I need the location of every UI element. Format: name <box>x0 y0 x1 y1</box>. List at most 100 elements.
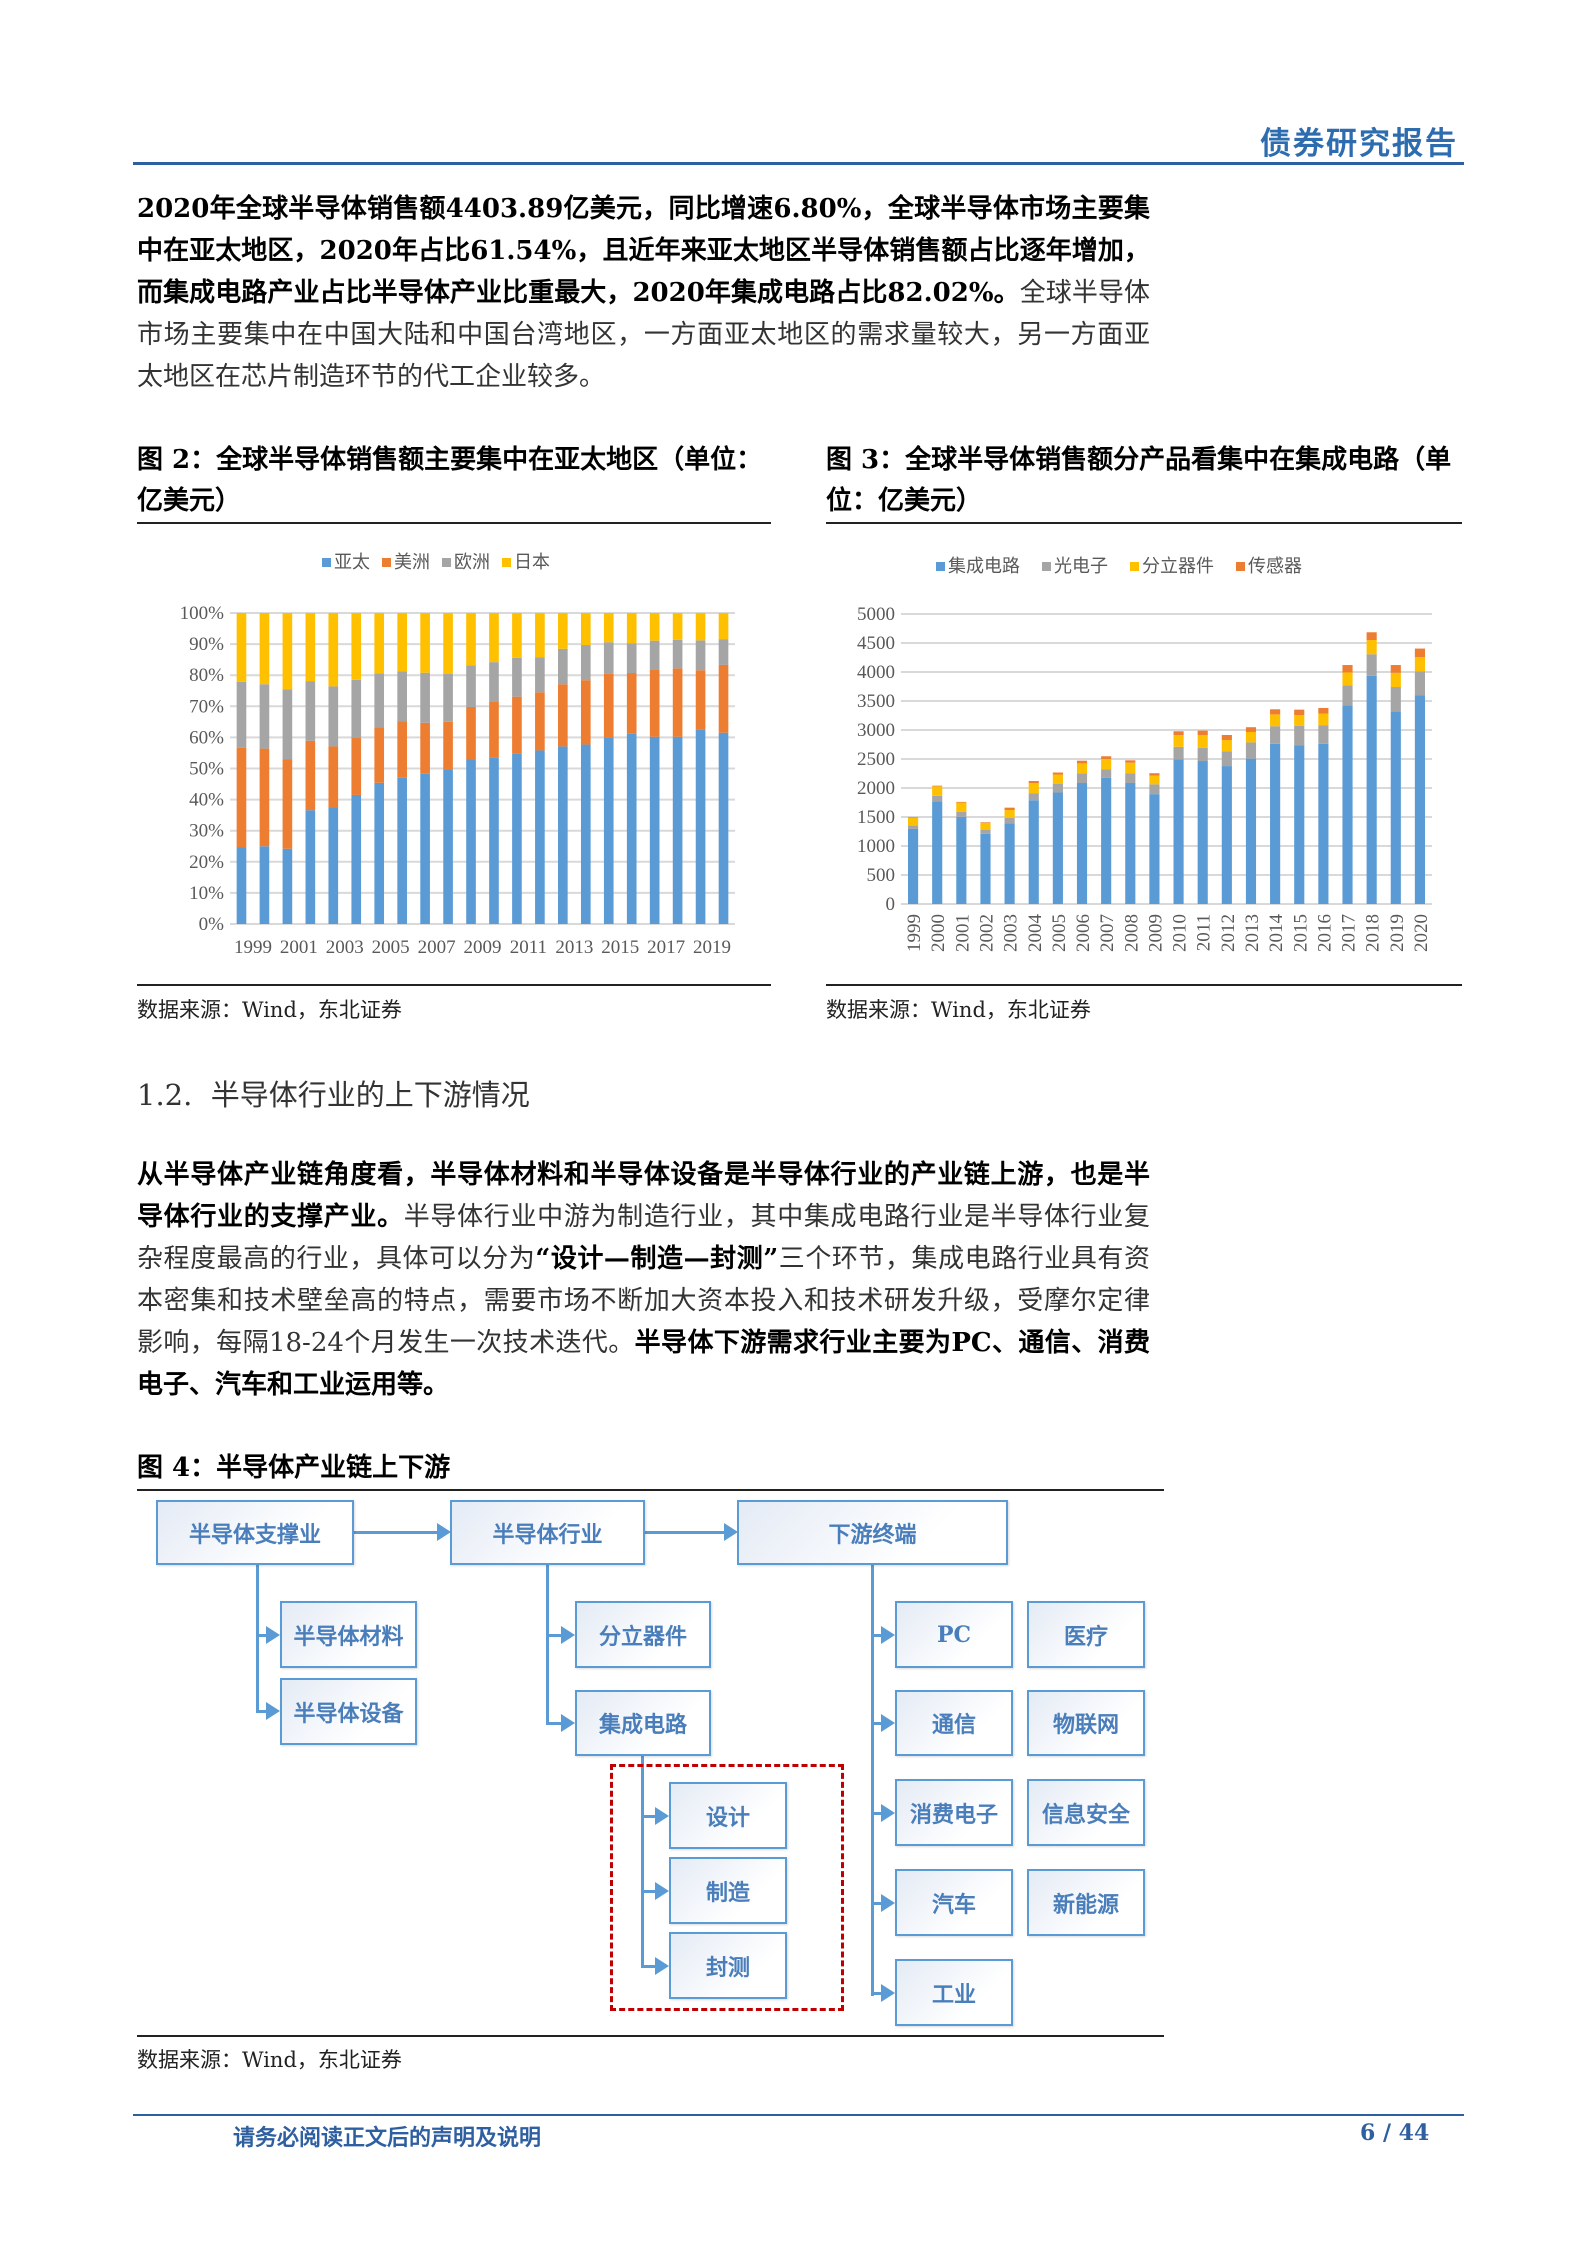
bar-segment <box>1125 760 1136 763</box>
bar-segment <box>980 822 991 830</box>
legend-swatch <box>382 558 391 567</box>
bar-segment <box>259 684 270 749</box>
bar-segment <box>1221 751 1232 767</box>
y-tick-label: 40% <box>189 790 224 811</box>
figure-4-top-rule <box>137 1489 1164 1491</box>
legend-label: 亚太 <box>334 552 370 572</box>
x-tick-label: 1999 <box>234 937 272 958</box>
y-tick-label: 3000 <box>857 720 895 741</box>
bar-segment <box>956 802 967 812</box>
bar-segment <box>1052 792 1063 904</box>
y-tick-label: 100% <box>180 603 225 624</box>
bar-segment <box>305 810 316 924</box>
bar-segment <box>580 613 591 646</box>
bar-segment <box>649 613 660 641</box>
legend-swatch <box>1042 562 1051 571</box>
bar-segment <box>305 740 316 811</box>
bar-segment <box>1004 807 1015 811</box>
x-tick-label: 2010 <box>1170 914 1191 952</box>
connector-line <box>871 1634 882 1637</box>
bar-segment <box>1149 773 1160 776</box>
legend-label: 日本 <box>514 552 550 572</box>
x-tick-label: 2013 <box>1242 914 1263 952</box>
bar-segment <box>558 613 568 649</box>
bar-segment <box>907 817 919 826</box>
bar-segment <box>649 640 660 670</box>
bar-segment <box>626 673 637 734</box>
bar-segment <box>282 848 293 924</box>
connector-line <box>256 1710 268 1713</box>
connector-line <box>871 1992 882 1995</box>
para2-normal-2: 三个环节，集成电路行业具有资本密集和技术壁垒高的特点，需要市场不断加大资本投入和… <box>137 1244 1150 1358</box>
bar-segment <box>351 679 362 739</box>
bar-segment <box>466 706 476 760</box>
connector-line <box>641 1756 644 1967</box>
footer-divider <box>133 2114 1464 2116</box>
bar-segment <box>1221 740 1232 752</box>
bar-segment <box>1318 725 1329 744</box>
node-iot: 物联网 <box>1027 1690 1145 1756</box>
bar-segment <box>259 846 270 924</box>
x-tick-label: 2001 <box>952 914 973 952</box>
y-tick-label: 0 <box>886 894 896 915</box>
bar-segment <box>1390 665 1401 673</box>
bar-segment <box>1076 760 1088 764</box>
bar-segment <box>1101 777 1112 904</box>
connector-line <box>256 1634 268 1637</box>
figure-2-bottom-rule <box>137 984 771 986</box>
bar-segment <box>718 613 729 640</box>
bar-segment <box>1245 742 1257 759</box>
bar-segment <box>1245 727 1257 732</box>
bar-segment <box>672 736 683 924</box>
bar-segment <box>932 785 943 787</box>
section-title: 半导体行业的上下游情况 <box>210 1078 530 1112</box>
bar-segment <box>1366 632 1377 641</box>
bar-segment <box>1294 709 1305 716</box>
x-tick-label: 2014 <box>1266 914 1287 953</box>
legend-label: 集成电路 <box>948 556 1020 576</box>
x-tick-label: 2011 <box>1194 914 1215 951</box>
arrow-right-icon <box>561 1714 575 1732</box>
bar-segment <box>535 657 545 693</box>
intro-bold-text: 2020年全球半导体销售额4403.89亿美元，同比增速6.80%，全球半导体市… <box>137 194 1150 308</box>
x-tick-label: 2009 <box>464 937 502 958</box>
y-tick-label: 20% <box>189 852 224 873</box>
node-new-energy: 新能源 <box>1027 1869 1145 1936</box>
bar-segment <box>489 662 499 702</box>
node-medical: 医疗 <box>1027 1601 1145 1668</box>
bar-segment <box>907 825 919 829</box>
bar-segment <box>672 613 683 640</box>
legend-label: 欧洲 <box>454 552 490 572</box>
figure-4-bottom-rule <box>137 2035 1164 2037</box>
bar-segment <box>1149 794 1160 904</box>
node-manufacture: 制造 <box>669 1857 787 1924</box>
bar-segment <box>374 727 385 783</box>
y-tick-label: 5000 <box>857 604 895 625</box>
connector-line <box>256 1565 259 1712</box>
y-tick-label: 80% <box>189 665 224 686</box>
bar-segment <box>535 692 545 751</box>
bar-segment <box>980 833 991 904</box>
node-equipment: 半导体设备 <box>280 1678 417 1745</box>
bar-segment <box>932 786 943 796</box>
bar-segment <box>1052 783 1063 793</box>
bar-segment <box>1414 648 1426 658</box>
bar-segment <box>956 801 967 803</box>
bar-segment <box>626 733 637 924</box>
x-tick-label: 2019 <box>1387 914 1408 952</box>
bar-segment <box>1221 766 1232 904</box>
bar-segment <box>672 668 683 737</box>
bar-segment <box>1414 657 1426 672</box>
x-tick-label: 2015 <box>601 937 639 958</box>
x-tick-label: 2005 <box>372 937 410 958</box>
connector-line <box>871 1565 874 1996</box>
x-tick-label: 2002 <box>976 914 997 952</box>
bar-segment <box>1149 784 1160 795</box>
figure-4-source: 数据来源：Wind，东北证券 <box>137 2048 402 2072</box>
y-tick-label: 30% <box>189 821 224 842</box>
bar-segment <box>1366 640 1377 655</box>
x-tick-label: 2007 <box>1097 914 1118 952</box>
bar-segment <box>603 642 614 674</box>
arrow-right-icon <box>881 1714 895 1732</box>
figure-3-source: 数据来源：Wind，东北证券 <box>826 998 1091 1022</box>
